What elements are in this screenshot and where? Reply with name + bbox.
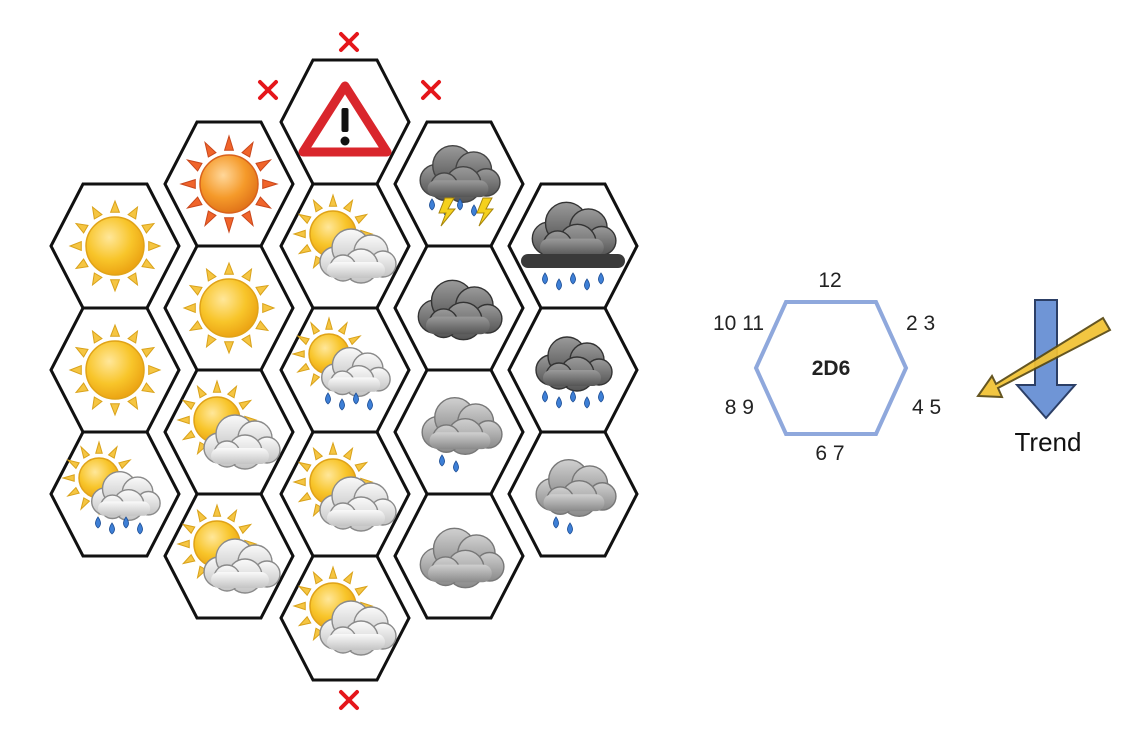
weather-hex-cell — [507, 182, 639, 310]
cloud-shape — [203, 414, 281, 470]
sun-rain-icon — [61, 440, 161, 535]
rain-drops — [439, 454, 459, 473]
weather-hex-cell — [163, 244, 295, 372]
sun-cloud-icon — [176, 379, 281, 470]
lightning-bolt — [438, 197, 457, 227]
blocked-x-mark — [421, 80, 441, 100]
cloud-rain-icon — [421, 396, 503, 473]
weather-hex-cell — [279, 554, 411, 682]
sun-cloud-icon — [292, 441, 397, 532]
dice-bottom-label: 6 7 — [815, 442, 844, 465]
trend-indicator: Trend — [976, 299, 1112, 457]
heavy-rain-icon — [521, 201, 625, 291]
weather-hex-cell — [163, 492, 295, 620]
sun-rays — [292, 193, 374, 275]
blocked-direction-marks — [258, 32, 441, 710]
dice-lower-left-label: 8 9 — [725, 396, 754, 419]
cloud-shape — [535, 458, 617, 518]
blocked-x-mark — [339, 32, 359, 52]
dice-lower-right-label: 4 5 — [912, 396, 941, 419]
rain-drops — [542, 272, 604, 291]
weather-hex-cell — [49, 182, 181, 310]
dice-direction-hex: 2D6 12 2 3 4 5 6 7 8 9 10 11 — [713, 269, 941, 465]
sun-cloud-icon — [292, 193, 397, 284]
blocked-x-mark — [258, 80, 278, 100]
sun-rays — [68, 323, 162, 417]
sun-icon — [68, 199, 162, 293]
dark-cloud-rain-icon — [535, 336, 613, 409]
cloud-shape — [319, 476, 397, 532]
cloud-shape — [421, 396, 503, 456]
weather-hex-cell — [393, 368, 525, 496]
cloud-shape — [321, 346, 391, 398]
sun-rays — [182, 261, 276, 355]
cloud-shape — [531, 201, 617, 263]
sun-rain-icon — [291, 316, 391, 411]
cloud-rain-icon — [535, 458, 617, 535]
cloud-shape — [319, 600, 397, 656]
thunderstorm-icon — [419, 144, 501, 227]
weather-hex-cell — [393, 244, 525, 372]
cloud-icon — [419, 527, 505, 589]
dice-top-label: 12 — [818, 269, 841, 292]
rain-drops — [429, 198, 477, 217]
weather-hex-cell — [49, 306, 181, 434]
weather-hex-grid — [49, 58, 639, 682]
cloud-shape — [419, 527, 505, 589]
weather-hex-cell — [507, 430, 639, 558]
weather-hex-cell — [163, 368, 295, 496]
weather-hex-cell — [279, 306, 411, 434]
dice-center-label: 2D6 — [812, 357, 851, 380]
rain-drops — [553, 516, 573, 535]
weather-hex-cell — [49, 430, 181, 558]
cloud-shape — [203, 538, 281, 594]
dark-cloud-icon — [417, 279, 503, 341]
lightning-bolt — [476, 197, 495, 227]
trend-label: Trend — [1015, 427, 1082, 457]
weather-hex-cell — [279, 430, 411, 558]
cloud-shape — [90, 470, 161, 522]
dice-hex-outline — [753, 300, 909, 436]
trend-diagonal-arrow — [976, 316, 1112, 399]
hazard-warning-icon — [298, 81, 392, 157]
sun-icon — [68, 323, 162, 417]
cloud-shape — [535, 336, 613, 392]
cloud-shape — [417, 279, 503, 341]
hot-sun-icon — [179, 134, 279, 234]
cloud-shape — [419, 144, 501, 204]
rain-drops — [542, 390, 604, 409]
weather-hex-cell — [393, 120, 525, 248]
weather-hex-cell — [279, 58, 411, 186]
blocked-x-mark — [339, 690, 359, 710]
cloud-shape — [319, 228, 397, 284]
sun-rays — [179, 134, 279, 234]
sun-icon — [182, 261, 276, 355]
rain-drops — [325, 392, 373, 411]
dice-upper-right-label: 2 3 — [906, 312, 935, 335]
sun-cloud-icon — [292, 565, 397, 656]
dice-upper-left-label: 10 11 — [713, 312, 764, 335]
weather-hex-cell — [507, 306, 639, 434]
weather-hex-cell — [393, 492, 525, 620]
sun-rays — [68, 199, 162, 293]
rain-drops — [95, 516, 143, 535]
weather-hex-cell — [163, 120, 295, 248]
weather-hex-cell — [279, 182, 411, 310]
sun-cloud-icon — [176, 503, 281, 594]
